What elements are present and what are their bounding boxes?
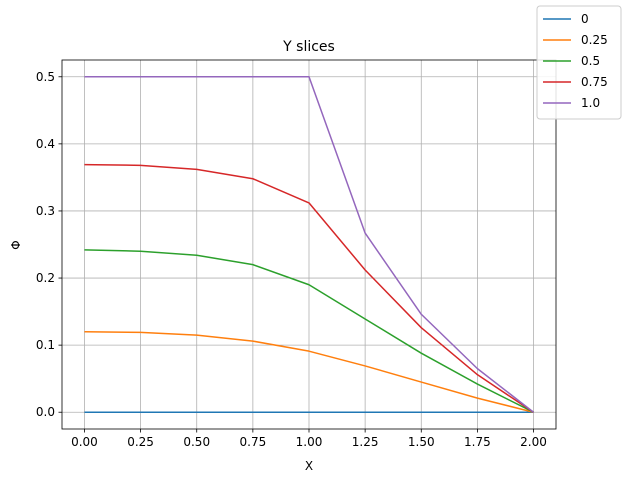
legend-label: 0.25 bbox=[581, 33, 608, 47]
x-tick-label: 1.00 bbox=[296, 435, 323, 449]
y-axis-label: Φ bbox=[9, 240, 23, 249]
y-tick-label: 0.4 bbox=[36, 137, 55, 151]
x-tick-label: 0.00 bbox=[71, 435, 98, 449]
legend: 0 0.25 0.5 0.75 1.0 bbox=[536, 5, 622, 120]
x-tick-label: 1.75 bbox=[464, 435, 491, 449]
legend-label: 0.5 bbox=[581, 54, 600, 68]
y-tick-label: 0.0 bbox=[36, 405, 55, 419]
x-tick-label: 0.50 bbox=[183, 435, 210, 449]
legend-box bbox=[536, 5, 622, 120]
series-line-2 bbox=[84, 249, 534, 413]
x-tick-label: 1.25 bbox=[352, 435, 379, 449]
x-tick-label: 2.00 bbox=[520, 435, 547, 449]
legend-label: 0.75 bbox=[581, 75, 608, 89]
y-tick-label: 0.5 bbox=[36, 70, 55, 84]
y-tick-label: 0.2 bbox=[36, 271, 55, 285]
x-tick-label: 0.75 bbox=[240, 435, 267, 449]
y-axis-ticks: 0.0 0.1 0.2 0.3 0.4 0.5 bbox=[36, 70, 62, 419]
x-tick-label: 1.50 bbox=[408, 435, 435, 449]
legend-label: 0 bbox=[581, 12, 589, 26]
x-axis-label: X bbox=[305, 459, 313, 473]
x-tick-label: 0.25 bbox=[127, 435, 154, 449]
series-line-4 bbox=[84, 76, 535, 413]
series-line-1 bbox=[84, 330, 534, 413]
y-tick-label: 0.1 bbox=[36, 338, 55, 352]
x-axis-ticks: 0.00 0.25 0.50 0.75 1.00 1.25 1.50 1.75 2.00 bbox=[71, 429, 547, 449]
series-line-3 bbox=[84, 163, 534, 413]
y-tick-label: 0.3 bbox=[36, 204, 55, 218]
legend-label: 1.0 bbox=[581, 96, 600, 110]
series-lines bbox=[84, 76, 535, 413]
chart-title: Y slices bbox=[282, 39, 335, 55]
